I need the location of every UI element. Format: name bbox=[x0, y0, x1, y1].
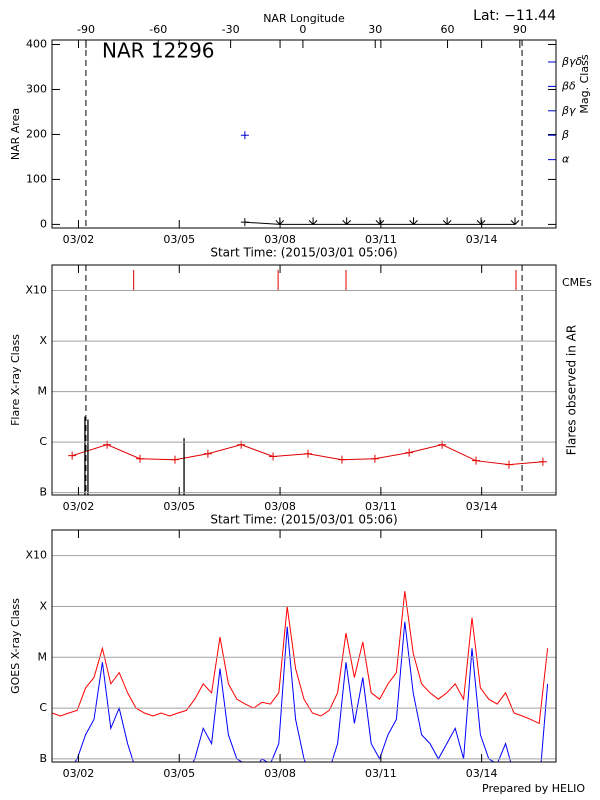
upper-limit-marker bbox=[375, 217, 385, 226]
x2-axis-title: NAR Longitude bbox=[263, 12, 345, 25]
y2-tick-label: β bbox=[561, 128, 569, 141]
x2-tick-label: -90 bbox=[77, 23, 95, 36]
y-tick-label: M bbox=[38, 650, 48, 663]
y2-axis-title: Mag. Class bbox=[578, 54, 591, 113]
point-marker bbox=[68, 451, 77, 460]
region-label: NAR 12296 bbox=[102, 39, 215, 63]
upper-limit-marker bbox=[476, 217, 486, 226]
point-marker bbox=[504, 460, 513, 469]
x-tick-label: 03/14 bbox=[466, 767, 498, 780]
x-tick-label: 03/14 bbox=[466, 500, 498, 513]
y-tick-label: B bbox=[39, 752, 47, 765]
y-tick-label: C bbox=[39, 435, 47, 448]
point-marker bbox=[337, 455, 346, 464]
upper-limit-marker bbox=[510, 217, 520, 226]
x2-tick-label: 60 bbox=[441, 23, 455, 36]
y-tick-label: X bbox=[39, 599, 47, 612]
upper-limit-marker bbox=[442, 217, 452, 226]
y-axis-title: Flare X-ray Class bbox=[9, 334, 22, 426]
y-tick-label: X10 bbox=[25, 284, 47, 297]
y-tick-label: X10 bbox=[25, 549, 47, 562]
series-line bbox=[52, 591, 549, 725]
y2-tick-label: βδ bbox=[561, 79, 576, 92]
y-tick-label: B bbox=[39, 486, 47, 499]
y-tick-label: X bbox=[39, 334, 47, 347]
y-axis-title: GOES X-ray Class bbox=[9, 598, 22, 694]
y2-tick-label: βγδ bbox=[561, 55, 583, 68]
y2-tick-label: βγ bbox=[561, 104, 576, 117]
x-tick-label: 03/08 bbox=[264, 500, 296, 513]
point-marker bbox=[538, 457, 547, 466]
plot-frame bbox=[51, 264, 557, 496]
x-axis-title: Start Time: (2015/03/01 05:06) bbox=[210, 513, 397, 527]
point-marker bbox=[405, 448, 414, 457]
x-tick-label: 03/05 bbox=[163, 500, 195, 513]
point-marker bbox=[240, 131, 249, 140]
x-axis-title: Start Time: (2015/03/01 05:06) bbox=[210, 246, 397, 260]
upper-limit-marker bbox=[308, 217, 318, 226]
plot-frame bbox=[51, 529, 557, 763]
y-tick-label: 0 bbox=[40, 217, 47, 230]
x-tick-label: 03/02 bbox=[63, 233, 95, 246]
x-tick-label: 03/08 bbox=[264, 767, 296, 780]
y-tick-label: C bbox=[39, 701, 47, 714]
plot-area bbox=[85, 40, 523, 228]
x-tick-label: 03/02 bbox=[63, 500, 95, 513]
upper-limit-marker bbox=[409, 217, 418, 226]
x-tick-label: 03/02 bbox=[63, 767, 95, 780]
x-tick-label: 03/11 bbox=[365, 233, 397, 246]
x-tick-label: 03/11 bbox=[365, 500, 397, 513]
y2-axis-title: Flares observed in AR bbox=[565, 325, 579, 455]
series-line bbox=[74, 621, 549, 762]
point-marker bbox=[269, 452, 278, 461]
point-marker bbox=[203, 449, 212, 458]
footer: Prepared by HELIO bbox=[482, 782, 585, 795]
point-marker bbox=[472, 456, 481, 465]
plot-area bbox=[68, 265, 547, 495]
point-marker bbox=[304, 449, 313, 458]
upper-limit-marker bbox=[342, 217, 352, 226]
point-marker bbox=[136, 454, 145, 463]
plot-frame bbox=[51, 39, 557, 229]
x2-tick-label: -30 bbox=[222, 23, 240, 36]
x-tick-label: 03/11 bbox=[365, 767, 397, 780]
y-tick-label: 300 bbox=[26, 82, 47, 95]
x-tick-label: 03/08 bbox=[264, 233, 296, 246]
cme-label: CMEs bbox=[562, 276, 592, 289]
point-marker bbox=[240, 218, 249, 227]
x2-tick-label: 30 bbox=[368, 23, 382, 36]
latitude-label: Lat: −11.44 bbox=[473, 8, 556, 24]
point-marker bbox=[170, 455, 179, 464]
x2-tick-label: 0 bbox=[299, 23, 306, 36]
y-tick-label: 200 bbox=[26, 127, 47, 140]
x-tick-label: 03/05 bbox=[163, 233, 195, 246]
point-marker bbox=[370, 454, 379, 463]
y-tick-label: M bbox=[38, 385, 48, 398]
y-tick-label: 400 bbox=[26, 37, 47, 50]
y2-tick-label: α bbox=[562, 153, 570, 166]
y-tick-label: 100 bbox=[26, 172, 47, 185]
x2-tick-label: 90 bbox=[513, 23, 527, 36]
x-tick-label: 03/14 bbox=[466, 233, 498, 246]
x-tick-label: 03/05 bbox=[163, 767, 195, 780]
y-axis-title: NAR Area bbox=[9, 108, 22, 160]
x2-tick-label: -60 bbox=[149, 23, 167, 36]
plot-area bbox=[52, 591, 549, 762]
